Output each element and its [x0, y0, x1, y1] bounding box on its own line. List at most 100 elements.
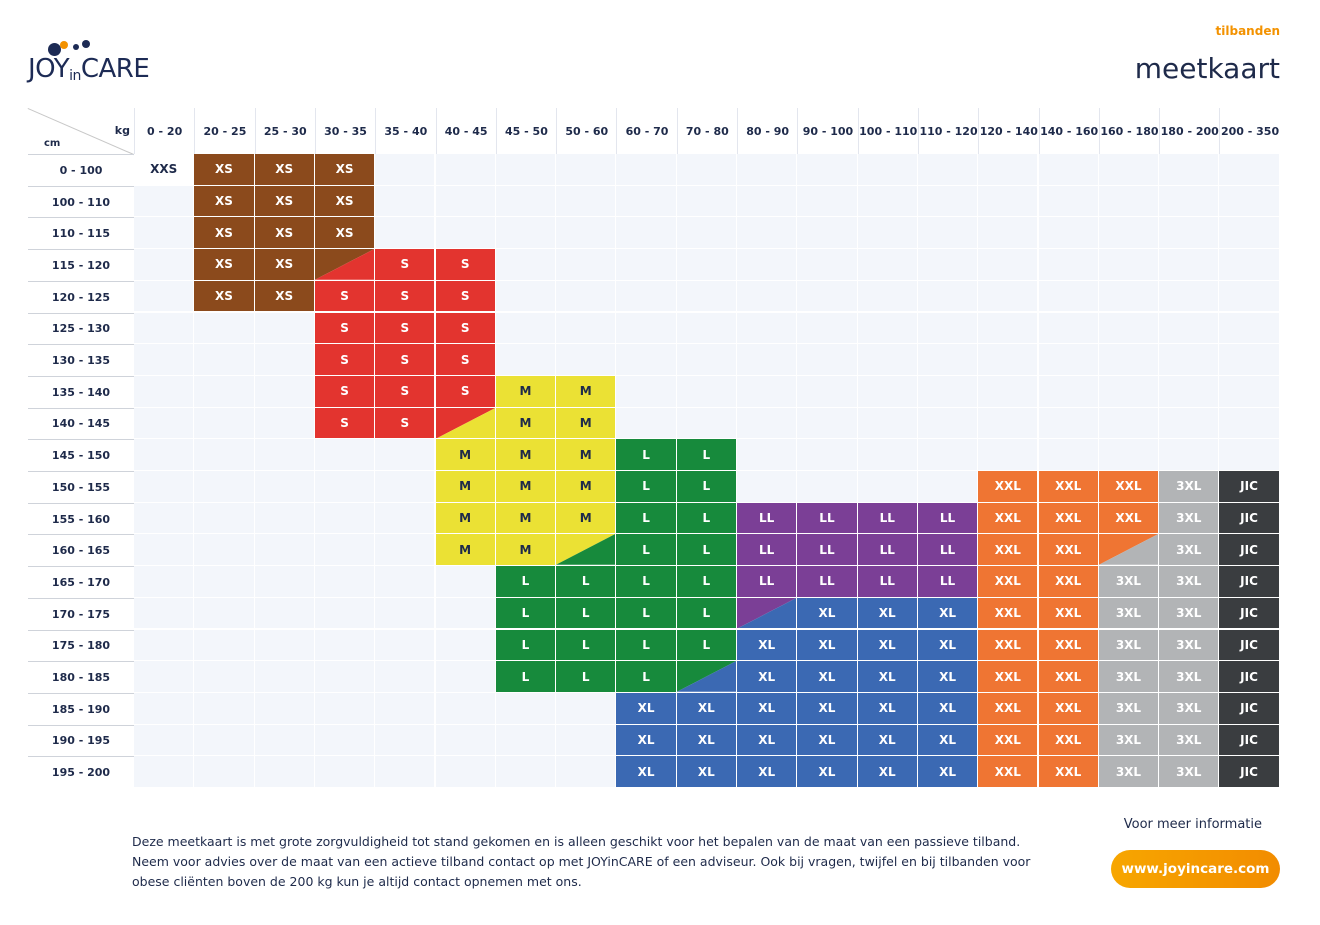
empty-cell [1098, 375, 1160, 408]
size-label: XL [818, 606, 836, 621]
empty-cell [616, 407, 677, 440]
size-cell-xl: XL [917, 597, 979, 630]
size-label: XL [939, 732, 956, 747]
joyincare-logo: JOYinCARE [28, 38, 158, 94]
empty-cell [978, 280, 1039, 313]
size-label: S [340, 415, 349, 430]
logo-wordmark: JOYinCARE [28, 54, 150, 84]
size-label: 3XL [1176, 637, 1202, 652]
size-label: L [521, 606, 530, 621]
empty-cell [254, 312, 315, 345]
size-label: JIC [1240, 511, 1258, 526]
size-cell-s: S [375, 407, 436, 440]
size-cell-ll: LL [737, 534, 798, 567]
empty-cell [1159, 185, 1220, 218]
size-label: L [702, 606, 711, 621]
size-cell-m: M [495, 471, 557, 503]
size-chart-table: kg cm 0 - 20 20 - 25 25 - 30 30 - 35 35 - 40… [27, 108, 1280, 788]
empty-cell [797, 344, 858, 376]
size-label: S [340, 320, 349, 335]
size-cell-xxl: XXL [1098, 471, 1160, 503]
size-label: XL [878, 606, 896, 621]
size-label: XXL [994, 669, 1021, 684]
size-label: LL [879, 574, 895, 589]
size-label: XS [214, 225, 233, 240]
empty-cell [134, 724, 195, 757]
height-row-header: 0 - 100 [28, 154, 134, 186]
empty-cell [1098, 407, 1160, 440]
empty-cell [134, 439, 195, 471]
height-row-header: 160 - 165 [28, 534, 134, 566]
size-label: L [702, 637, 711, 652]
size-label: LL [819, 542, 835, 557]
empty-cell [1038, 375, 1099, 408]
empty-cell [375, 756, 436, 788]
size-cell-xl: XL [616, 692, 677, 725]
size-label: L [521, 669, 530, 684]
empty-cell [194, 629, 255, 662]
size-cell-xl: XL [737, 724, 798, 757]
split-cell-shape [314, 249, 375, 280]
size-label: XL [818, 732, 836, 747]
size-label: L [521, 574, 530, 589]
size-cell-l: L [676, 471, 737, 503]
size-label: 3XL [1176, 701, 1202, 716]
disclaimer-line: obese cliënten boven de 200 kg kun je al… [132, 874, 582, 889]
empty-cell [375, 661, 436, 693]
empty-cell [1038, 185, 1099, 218]
size-cell-jic: JIC [1219, 692, 1280, 725]
size-label: XL [878, 701, 896, 716]
size-label: 3XL [1115, 764, 1142, 779]
size-label: XL [758, 732, 776, 747]
size-label: XL [818, 701, 836, 716]
size-cell-xl: XL [857, 661, 918, 693]
size-cell-xl: XL [857, 597, 918, 630]
size-cell-l: L [556, 566, 617, 598]
size-cell-jic: JIC [1219, 534, 1280, 567]
size-cell-xxl: XXL [1038, 534, 1099, 567]
size-label: XL [939, 764, 956, 779]
empty-cell [1219, 407, 1280, 440]
size-cell-xl: XL [797, 597, 858, 630]
size-cell-ll: LL [797, 534, 858, 567]
size-cell-xs: XS [194, 185, 255, 218]
size-cell-jic: JIC [1219, 661, 1280, 693]
size-label: M [519, 415, 532, 430]
empty-cell [134, 756, 195, 788]
size-label: M [459, 479, 472, 494]
size-cell-xxl: XXL [978, 597, 1039, 630]
size-cell-l: L [556, 597, 617, 630]
height-row-header: 150 - 155 [28, 471, 134, 503]
weight-column-header: 140 - 160 [1038, 108, 1099, 154]
size-cell-m: M [495, 439, 557, 471]
size-cell-3xl: 3XL [1159, 597, 1220, 630]
size-cell-m: M [435, 471, 496, 503]
size-label: S [400, 320, 410, 335]
size-m-region [435, 407, 495, 439]
size-cell-xl: XL [797, 661, 858, 693]
empty-cell [737, 471, 798, 503]
size-label: L [702, 479, 711, 494]
size-label: LL [759, 511, 775, 526]
size-cell-m: M [495, 407, 557, 440]
empty-cell [797, 249, 858, 281]
empty-cell [737, 280, 798, 313]
page-title: meetkaart [1134, 52, 1280, 85]
size-label: 3XL [1176, 511, 1202, 526]
website-button[interactable]: www.joyincare.com [1111, 850, 1280, 888]
size-label: L [642, 574, 650, 589]
empty-cell [134, 471, 195, 503]
size-cell-xl: XL [737, 629, 798, 662]
size-cell-xxl: XXL [978, 471, 1039, 503]
size-cell-l: L [616, 534, 677, 567]
empty-cell [857, 312, 918, 345]
empty-cell [375, 534, 436, 567]
empty-cell [314, 534, 376, 567]
weight-column-header: 180 - 200 [1159, 108, 1219, 154]
size-label: XS [214, 289, 233, 304]
size-cell-xl: XL [797, 692, 858, 725]
empty-cell [857, 249, 918, 281]
size-cell-m: M [495, 375, 557, 408]
empty-cell [917, 471, 979, 503]
size-cell-xl: XL [737, 756, 798, 788]
